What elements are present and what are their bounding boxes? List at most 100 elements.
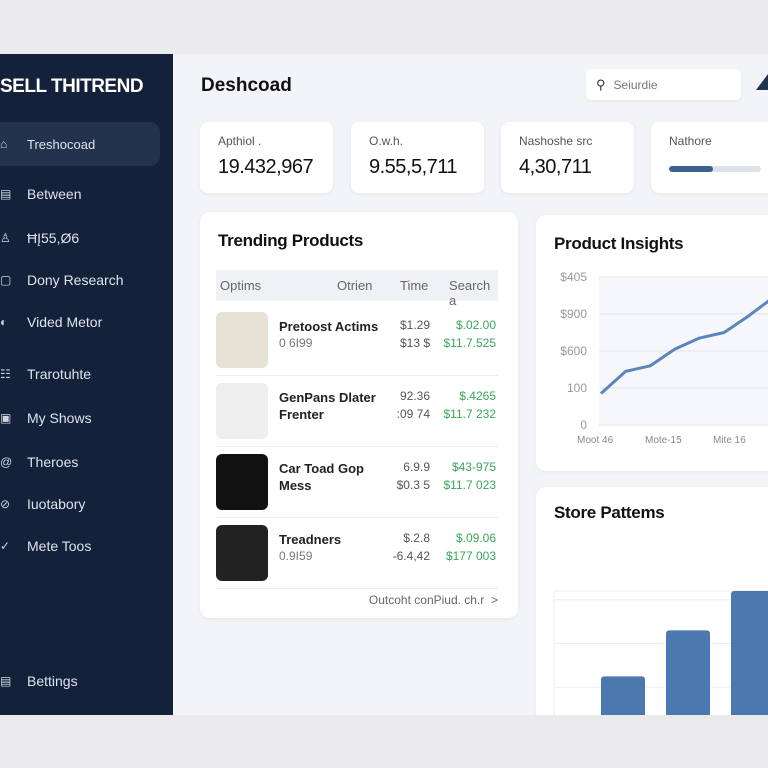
table-row[interactable]: Pretoost Actims 0 6I99 $1.29 $13 $ $.02.… [216, 304, 498, 376]
main-content: Deshcoad ⚲ Seiurdie Apthiol . 19.432,967 O… [173, 54, 768, 715]
sidebar-item-label: Dony Research [27, 272, 124, 288]
trending-products-card: Trending Products Optims Otrien Time Sea… [200, 212, 518, 618]
price-secondary: -6.4,42 [392, 549, 430, 563]
product-name: Car Toad Gop Mess [279, 461, 364, 493]
column-header[interactable]: Search a [449, 278, 491, 308]
revenue: $.4265 [459, 389, 496, 403]
stat-card: Apthiol . 19.432,967 [200, 122, 333, 193]
sidebar: SELL THITREND ⌂ Treshocoad ▤ Between ♙ ĦĮ55,Ø… [0, 54, 173, 715]
price: 6.9.9 [403, 460, 430, 474]
bar [601, 676, 645, 715]
product-name: Treadners [279, 532, 342, 547]
revenue-secondary: $177 003 [445, 549, 496, 563]
product-thumbnail [216, 383, 268, 439]
product-thumbnail [216, 525, 268, 581]
y-tick-label: $405 [560, 270, 587, 284]
stat-card: Nathore [651, 122, 768, 193]
sidebar-item[interactable]: ▣ My Shows [0, 396, 160, 440]
revenue-secondary: $11.7 023 [443, 478, 497, 492]
y-tick-label: 100 [567, 381, 587, 395]
stat-value: 9.55,5,711 [369, 156, 458, 178]
product-thumbnail [216, 312, 268, 368]
sidebar-item[interactable]: ◐ Vided Metor [0, 300, 160, 344]
search-input[interactable]: ⚲ Seiurdie [586, 69, 741, 100]
view-all-link[interactable]: Outcoht conPiud. ch.r > [369, 593, 498, 607]
sidebar-item-label: Theroes [27, 454, 79, 470]
brand-logo: SELL THITREND [0, 76, 144, 97]
sidebar-item-label: Trarotuhte [27, 366, 92, 382]
card-title: Product Insights [554, 234, 684, 253]
table-row[interactable]: Car Toad Gop Mess 6.9.9 $0.3 5 $43-975 $… [216, 446, 498, 518]
home-icon: ⌂ [0, 137, 8, 151]
grid-icon: ▤ [0, 187, 12, 201]
search-placeholder: Seiurdie [613, 77, 658, 92]
card-title: Store Pattems [554, 503, 665, 522]
column-header[interactable]: Optims [220, 278, 262, 293]
product-name: Pretoost Actims [279, 319, 379, 334]
settings-icon: ▤ [0, 674, 12, 688]
stat-label: O.w.h. [369, 134, 404, 148]
progress-fill [669, 166, 714, 172]
stat-value: 4,30,711 [519, 156, 592, 178]
revenue-secondary: $11.7.525 [443, 336, 497, 350]
stat-card: O.w.h. 9.55,5,711 [351, 122, 484, 193]
price: $.2.8 [403, 531, 430, 545]
sidebar-item-label: Treshocoad [27, 136, 96, 152]
product-sub: 0.9I59 [279, 549, 313, 563]
sidebar-item[interactable]: ⊘ Iuotabory [0, 482, 160, 526]
card-title: Trending Products [218, 231, 364, 250]
stat-label: Nathore [669, 134, 712, 148]
sidebar-item[interactable]: ▢ Dony Research [0, 258, 160, 302]
table-header: Optims Otrien Time Search a [216, 270, 498, 308]
revenue: $.09.06 [455, 531, 496, 545]
y-tick-label: $600 [560, 344, 587, 358]
product-sub: 0 6I99 [279, 336, 313, 350]
column-header[interactable]: Time [400, 278, 429, 293]
sidebar-item-label: Mete Toos [27, 538, 92, 554]
price: 92.36 [399, 389, 430, 403]
price-secondary: :09 74 [396, 407, 430, 421]
play-icon: ◐ [0, 315, 8, 329]
bar [731, 591, 768, 715]
sidebar-item[interactable]: ▤ Between [0, 172, 160, 216]
sidebar-item-label: My Shows [27, 410, 92, 426]
sidebar-item[interactable]: ⌂ Treshocoad [0, 122, 160, 166]
product-insights-card: Product Insights 0 100 $600 $900 $405 Moot 46… [536, 215, 768, 471]
stat-label: Nashoshe src [519, 134, 593, 148]
store-patterns-card: Store Pattems Tyroons0 Synsans6 tiedt [536, 487, 768, 715]
bar-chart: Tyroons0 Synsans6 tiedt [553, 590, 768, 715]
sidebar-item-label: Between [27, 186, 82, 202]
bar [666, 630, 710, 715]
price-secondary: $13 $ [399, 336, 430, 350]
sidebar-item-label: Iuotabory [27, 496, 86, 512]
check-icon: ✓ [0, 539, 11, 553]
revenue: $.02.00 [455, 318, 496, 332]
notification-icon[interactable] [756, 74, 768, 90]
price: $1.29 [399, 318, 430, 332]
stat-card: Nashoshe src 4,30,711 [501, 122, 634, 193]
page-title: Deshcoad [201, 75, 292, 96]
line-chart: 0 100 $600 $900 $405 Moot 46 Mote-15 Mite 16 [560, 270, 768, 446]
sidebar-item[interactable]: ♙ ĦĮ55,Ø6 [0, 216, 160, 260]
user-icon: ♙ [0, 231, 11, 245]
sidebar-item[interactable]: @ Theroes [0, 440, 160, 484]
stat-value: 19.432,967 [218, 156, 314, 178]
x-tick-label: Moot 46 [577, 435, 614, 446]
at-icon: @ [0, 455, 13, 469]
chevron-right-icon: > [487, 593, 498, 607]
sidebar-item-label: Bettings [27, 673, 78, 689]
stat-label: Apthiol . [218, 134, 262, 148]
column-header[interactable]: Otrien [337, 278, 373, 293]
table-row[interactable]: GenPans Dlater Frenter 92.36 :09 74 $.42… [216, 375, 498, 447]
search-icon: ⚲ [596, 76, 606, 92]
sidebar-item[interactable]: ☷ Trarotuhte [0, 352, 160, 396]
y-tick-label: 0 [580, 418, 587, 432]
price-secondary: $0.3 5 [396, 478, 430, 492]
sidebar-item[interactable]: ▤ Bettings [0, 659, 160, 703]
x-tick-label: Mite 16 [713, 435, 746, 446]
sidebar-item[interactable]: ✓ Mete Toos [0, 524, 160, 568]
product-name: GenPans Dlater Frenter [279, 390, 376, 422]
calendar-icon: ▣ [0, 411, 12, 425]
view-all-label: Outcoht conPiud. ch.r [368, 593, 485, 607]
table-row[interactable]: Treadners 0.9I59 $.2.8 -6.4,42 $.09.06 $… [216, 517, 498, 589]
